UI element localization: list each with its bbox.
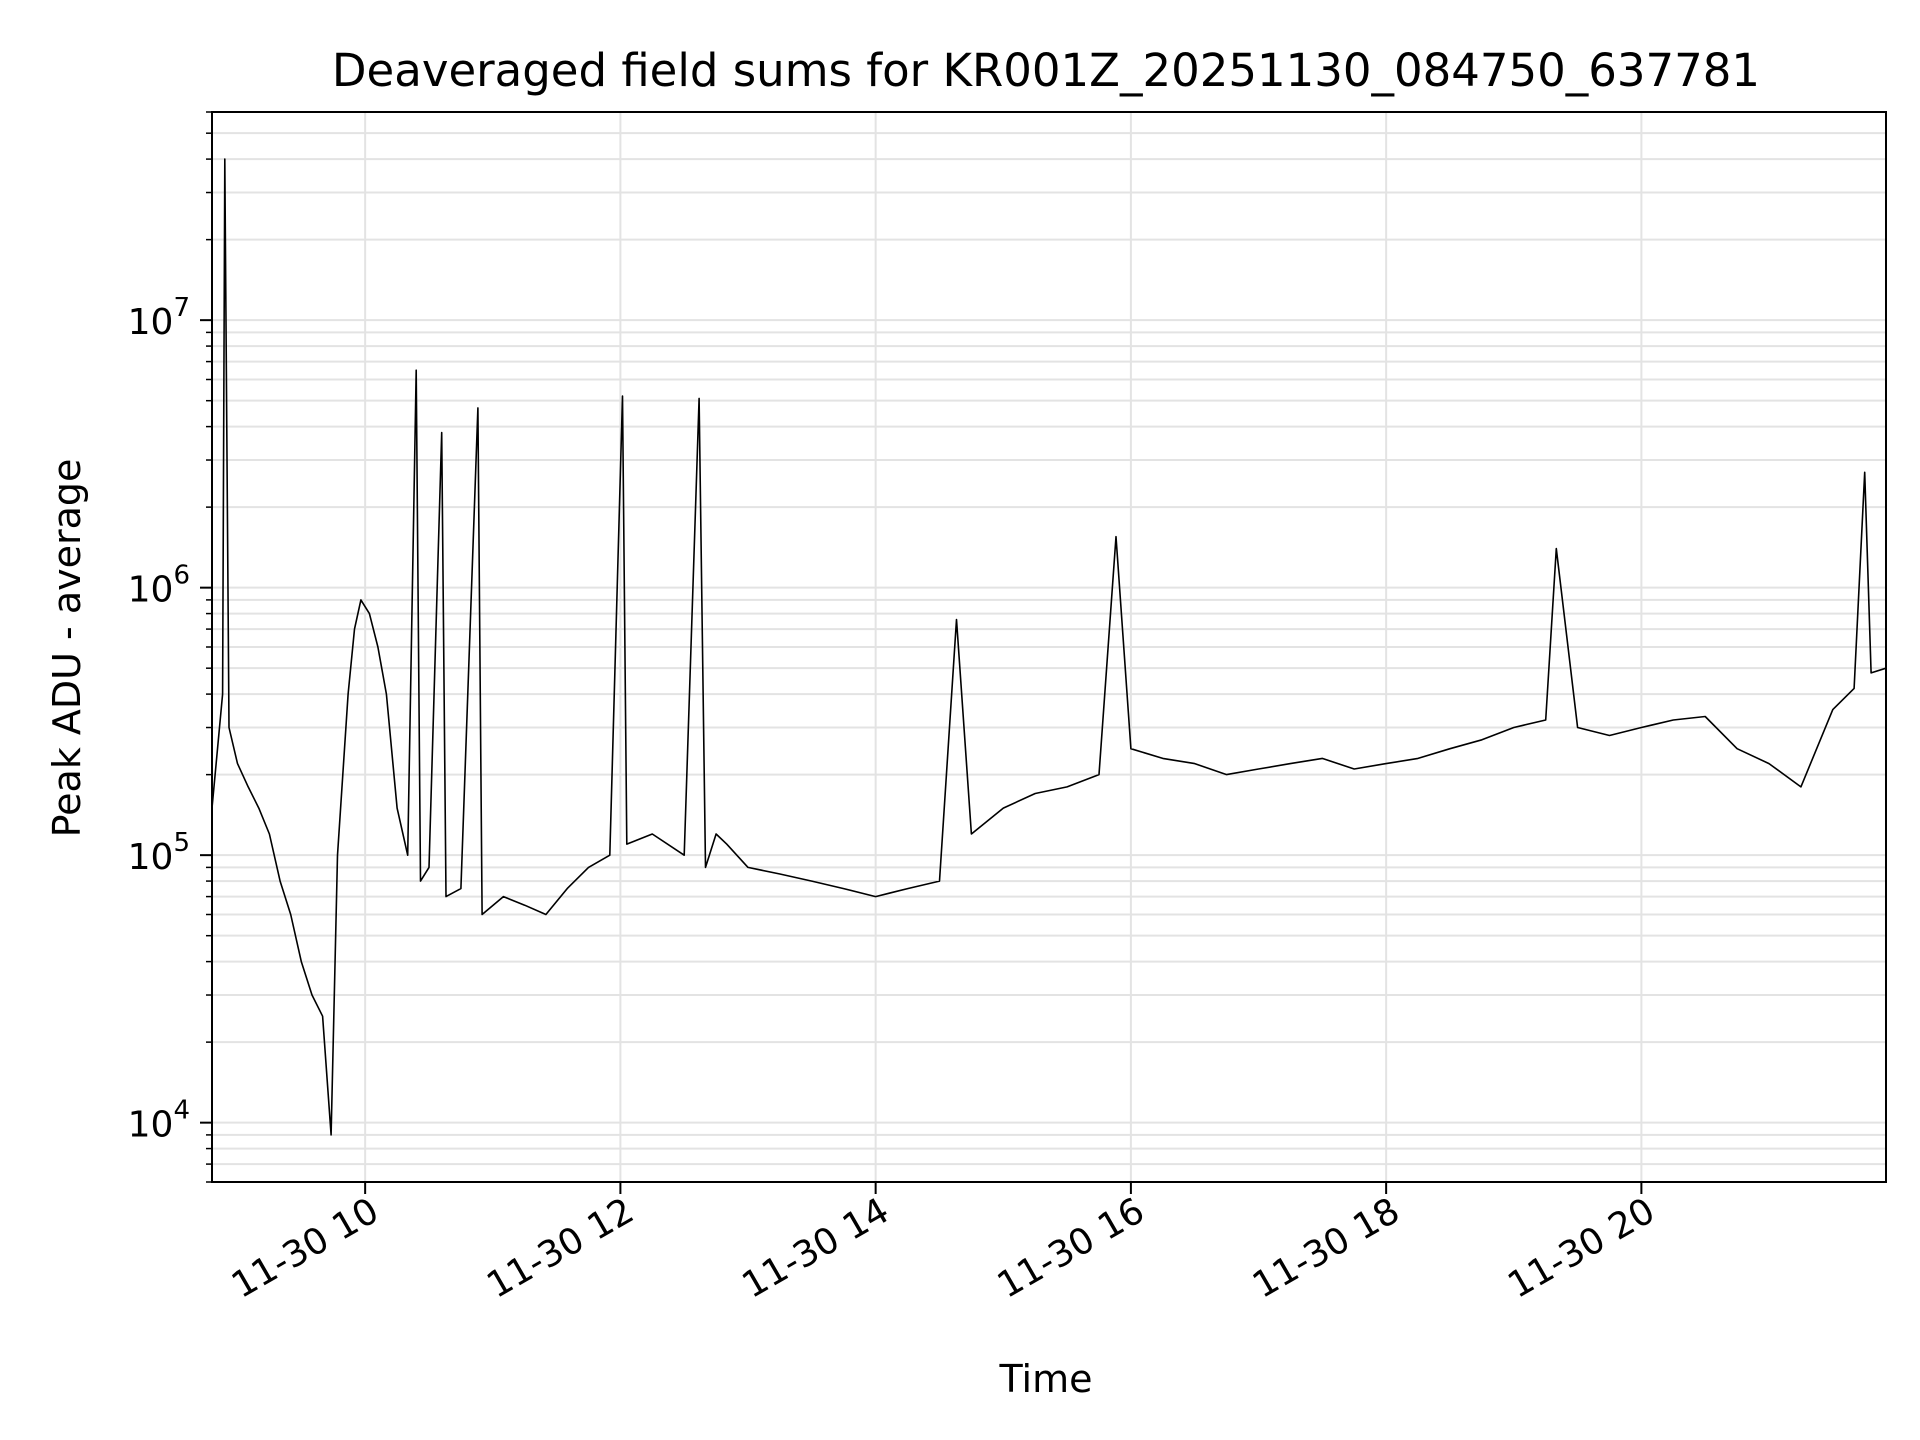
y-tick-label: 104 [128, 1096, 190, 1146]
series-area [211, 158, 1887, 1136]
chart-title: Deaveraged field sums for KR001Z_2025113… [332, 44, 1760, 97]
y-tick-label: 106 [128, 561, 190, 611]
y-axis-label: Peak ADU - average [45, 459, 89, 838]
y-axis: 104 105 106 107 [128, 111, 212, 1183]
y-tick-label: 105 [128, 828, 190, 878]
grid [212, 111, 1886, 1183]
x-axis-label: Time [999, 1357, 1093, 1401]
series-line-0 [211, 158, 1887, 1136]
y-tick-label: 107 [128, 293, 190, 343]
